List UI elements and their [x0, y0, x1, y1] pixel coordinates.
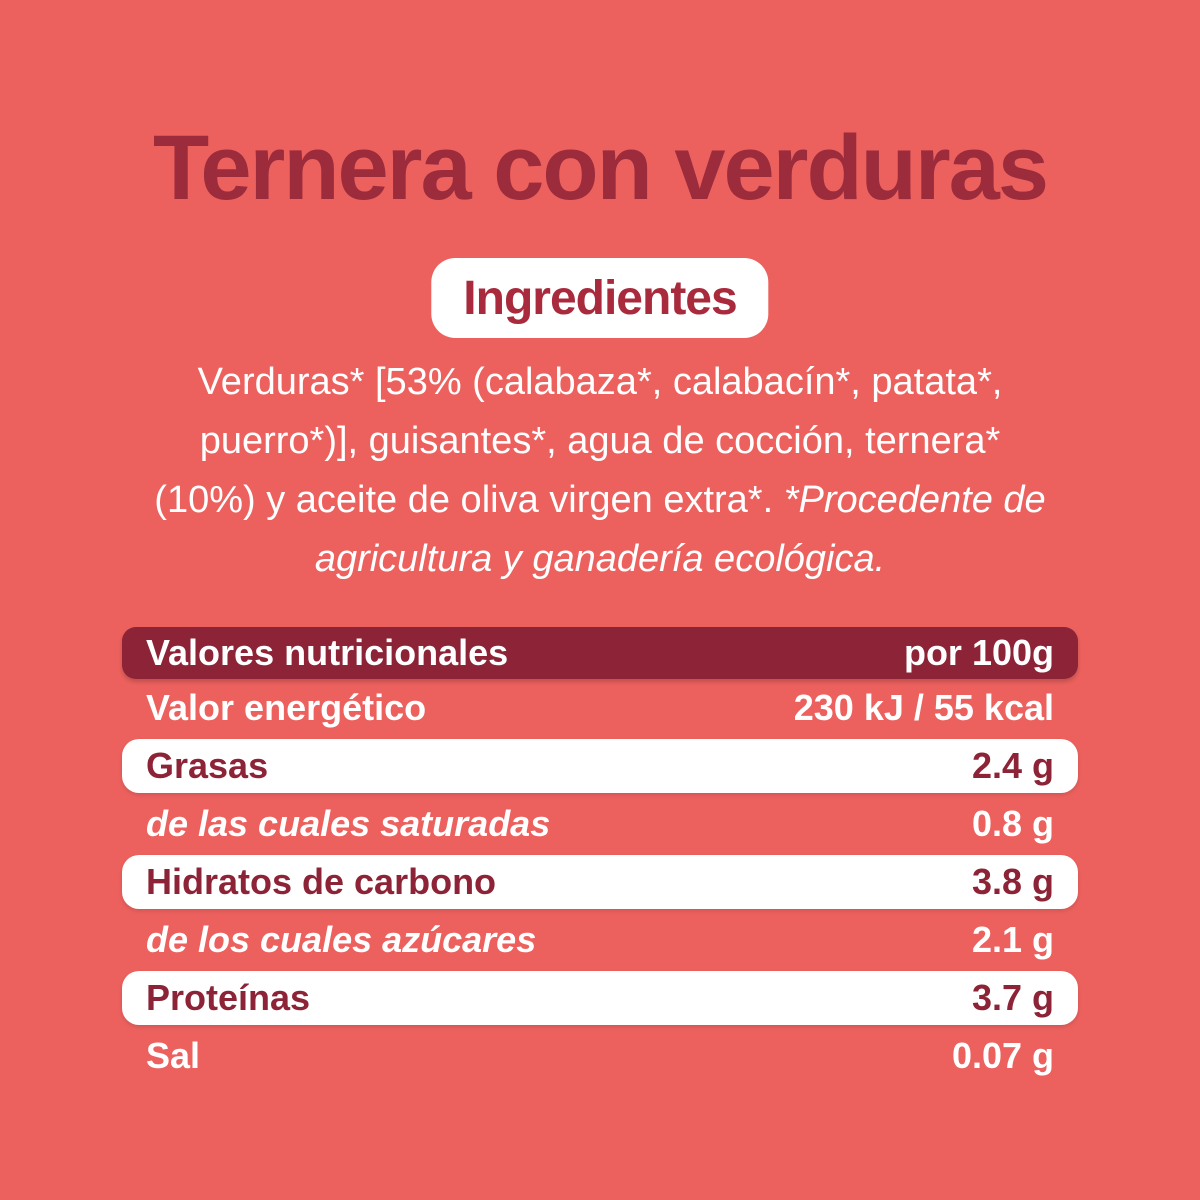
- table-header-per100g: por 100g: [903, 632, 1054, 673]
- ingredients-line-3-italic: *Procedente de: [783, 479, 1046, 521]
- table-row-carbohydrates: Hidratos de carbono 3.8 g: [122, 855, 1078, 909]
- ingredients-line-2: puerro*)], guisantes*, agua de cocción, …: [199, 420, 1001, 462]
- table-row-saturated-fats: de las cuales saturadas 0.8 g: [122, 795, 1078, 853]
- row-value-proteins: 3.7 g: [971, 977, 1054, 1018]
- row-label-saturated-fats: de las cuales saturadas: [146, 803, 551, 844]
- nutrition-table-header-row: Valores nutricionales por 100g: [122, 627, 1078, 679]
- row-value-sugars: 2.1 g: [971, 919, 1054, 960]
- table-row-energy: Valor energético 230 kJ / 55 kcal: [122, 679, 1078, 737]
- row-label-energy: Valor energético: [146, 687, 427, 728]
- row-value-carbohydrates: 3.8 g: [971, 861, 1054, 902]
- ingredients-badge: Ingredientes: [431, 258, 769, 338]
- row-value-salt: 0.07 g: [951, 1035, 1054, 1076]
- table-row-fats: Grasas 2.4 g: [122, 739, 1078, 793]
- row-label-proteins: Proteínas: [146, 977, 311, 1018]
- row-value-saturated-fats: 0.8 g: [971, 803, 1054, 844]
- table-header-label: Valores nutricionales: [146, 632, 509, 673]
- row-value-fats: 2.4 g: [971, 745, 1054, 786]
- ingredients-line-1: Verduras* [53% (calabaza*, calabacín*, p…: [197, 361, 1003, 403]
- nutrition-table: Valores nutricionales por 100g Valor ene…: [122, 627, 1078, 1085]
- row-label-fats: Grasas: [146, 745, 269, 786]
- table-row-sugars: de los cuales azúcares 2.1 g: [122, 911, 1078, 969]
- table-row-salt: Sal 0.07 g: [122, 1027, 1078, 1085]
- row-label-carbohydrates: Hidratos de carbono: [146, 861, 497, 902]
- ingredients-line-4-italic: agricultura y ganadería ecológica.: [314, 538, 886, 580]
- ingredients-badge-label: Ingredientes: [463, 271, 737, 325]
- row-label-salt: Sal: [146, 1035, 201, 1076]
- ingredients-text: Verduras* [53% (calabaza*, calabacín*, p…: [58, 353, 1142, 589]
- product-title: Ternera con verduras: [152, 117, 1049, 219]
- row-label-sugars: de los cuales azúcares: [146, 919, 537, 960]
- table-row-proteins: Proteínas 3.7 g: [122, 971, 1078, 1025]
- row-value-energy: 230 kJ / 55 kcal: [793, 687, 1054, 728]
- ingredients-line-3-regular: (10%) y aceite de oliva virgen extra*.: [154, 479, 774, 521]
